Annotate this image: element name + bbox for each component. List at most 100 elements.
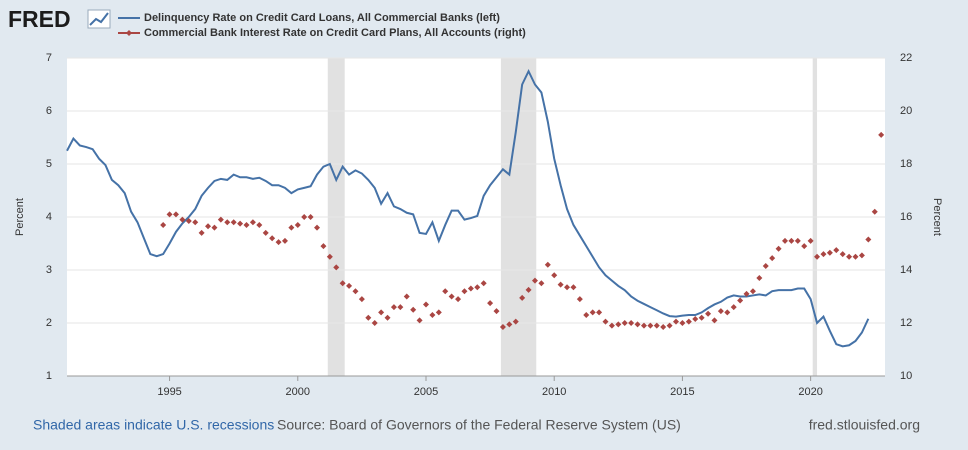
marker (493, 308, 500, 315)
marker (288, 224, 295, 231)
marker (512, 318, 519, 325)
marker (192, 219, 199, 226)
marker (320, 243, 327, 250)
marker (570, 284, 577, 291)
marker (326, 253, 333, 260)
y-tick-label: 2 (46, 317, 52, 329)
marker (333, 264, 340, 271)
marker (275, 239, 282, 246)
y2-tick-label: 18 (900, 158, 912, 170)
marker (185, 217, 192, 224)
marker (410, 306, 417, 313)
marker (621, 320, 628, 326)
marker (551, 272, 558, 279)
x-tick-label: 2020 (798, 386, 822, 398)
y2-tick-label: 16 (900, 211, 912, 223)
x-tick-label: 2010 (542, 386, 566, 398)
marker (820, 251, 827, 258)
marker (487, 300, 494, 307)
marker (775, 245, 782, 252)
marker (506, 321, 513, 328)
marker (692, 316, 699, 323)
marker (865, 236, 872, 243)
y2-axis-label: Percent (931, 198, 943, 236)
marker (160, 221, 167, 228)
marker (749, 288, 756, 295)
legend-label: Delinquency Rate on Credit Card Loans, A… (144, 12, 500, 24)
marker (205, 223, 212, 230)
marker (737, 297, 744, 304)
x-tick-label: 2000 (286, 386, 310, 398)
marker (352, 288, 359, 295)
marker (243, 221, 250, 228)
marker (711, 317, 718, 324)
y-tick-label: 7 (46, 52, 52, 64)
marker (769, 255, 776, 262)
marker (653, 322, 660, 329)
marker (801, 243, 808, 250)
marker (833, 247, 840, 254)
marker (826, 249, 833, 256)
marker (429, 312, 436, 319)
marker (474, 284, 481, 291)
marker (660, 323, 667, 330)
series-line (66, 68, 870, 348)
marker (435, 309, 442, 316)
y2-tick-label: 12 (900, 317, 912, 329)
marker (166, 211, 173, 218)
marker (596, 309, 603, 316)
marker (230, 219, 237, 226)
marker (314, 224, 321, 231)
marker (705, 310, 712, 317)
y2-tick-label: 20 (900, 105, 912, 117)
marker (403, 293, 410, 300)
marker (256, 221, 263, 228)
marker (781, 237, 788, 244)
marker (448, 293, 455, 300)
marker (557, 281, 564, 288)
marker (724, 309, 731, 316)
marker (525, 286, 532, 293)
x-tick-label: 2015 (670, 386, 694, 398)
marker (224, 219, 231, 226)
y2-tick-label: 22 (900, 52, 912, 64)
recession-note: Shaded areas indicate U.S. recessions (33, 417, 274, 433)
marker (615, 321, 622, 328)
logo-icon (87, 9, 111, 29)
marker (647, 322, 654, 329)
marker (762, 263, 769, 270)
y2-tick-label: 10 (900, 370, 912, 382)
marker (544, 261, 551, 268)
source: Source: Board of Governors of the Federa… (277, 417, 681, 433)
marker (294, 221, 301, 228)
marker (698, 314, 705, 321)
marker (673, 318, 680, 325)
marker (378, 309, 385, 316)
marker (878, 131, 885, 138)
marker (871, 208, 878, 215)
marker (583, 312, 590, 319)
marker (301, 214, 308, 220)
marker (628, 320, 635, 326)
marker (371, 320, 378, 326)
marker (814, 253, 821, 260)
marker (839, 251, 846, 258)
marker (179, 216, 186, 223)
marker (237, 220, 244, 227)
marker (666, 322, 673, 329)
marker (480, 280, 487, 287)
marker (531, 277, 538, 284)
marker (339, 280, 346, 287)
marker (730, 304, 737, 311)
marker (788, 237, 795, 244)
marker (455, 296, 462, 303)
marker (640, 322, 647, 329)
marker (467, 285, 474, 292)
marker (358, 296, 365, 303)
x-tick-label: 1995 (157, 386, 181, 398)
marker (198, 229, 205, 236)
marker (576, 296, 583, 303)
marker (608, 322, 615, 329)
marker (281, 237, 288, 244)
